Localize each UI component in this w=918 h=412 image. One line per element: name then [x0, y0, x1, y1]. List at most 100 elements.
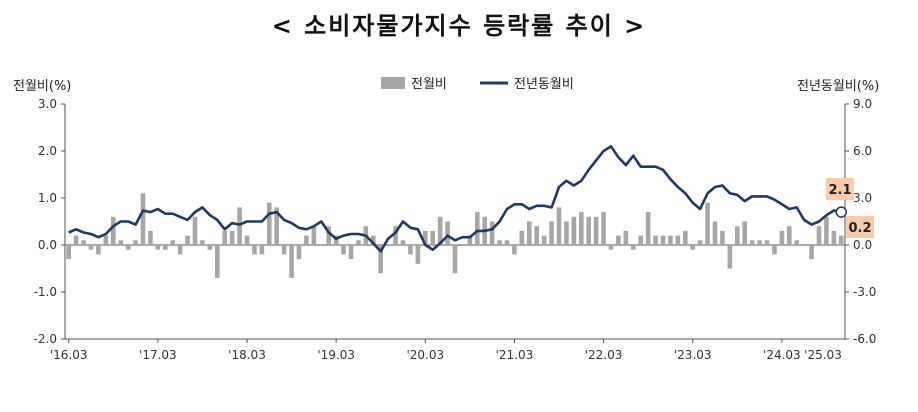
mom-bar	[333, 235, 339, 245]
mom-bar	[348, 245, 354, 260]
mom-bar	[155, 245, 161, 250]
mom-bar	[66, 245, 72, 260]
mom-bar	[422, 230, 428, 245]
mom-bar	[207, 245, 213, 250]
mom-bar	[378, 245, 384, 274]
latest-point-marker	[835, 206, 848, 218]
mom-bar	[668, 235, 673, 245]
chart-title: < 소비자물가지수 등락률 추이 >	[271, 12, 647, 40]
mom-bar	[742, 221, 748, 245]
mom-bar	[356, 240, 361, 245]
mom-bar	[259, 245, 265, 255]
mom-bar	[252, 245, 257, 255]
yoy-callout-label: 2.1	[828, 183, 851, 198]
legend-label-mom: 전월비	[411, 77, 447, 92]
mom-bar	[571, 216, 577, 245]
mom-bar	[497, 240, 502, 245]
mom-bar	[734, 226, 740, 245]
yoy-callout-box	[826, 178, 854, 200]
mom-bar	[118, 240, 124, 245]
x-tick-label: '18.03	[228, 348, 266, 362]
mom-bar	[103, 235, 109, 245]
mom-bar	[772, 245, 777, 255]
right-tick-label: 6.0	[853, 144, 872, 158]
mom-bar	[720, 230, 725, 245]
right-axis-title: 전년동월비(%)	[797, 79, 879, 94]
mom-bar	[690, 245, 696, 250]
mom-bar	[705, 202, 710, 245]
mom-bar	[415, 245, 421, 264]
left-tick-label: -2.0	[34, 332, 57, 346]
axes: 3.0 2.0 1.0 0.0 -1.0 -2.0 9.0 6.0 3.0 0.0 -3.0 -6.0…	[34, 97, 877, 362]
left-tick-label: 1.0	[38, 191, 57, 205]
mom-bar	[757, 240, 762, 245]
yoy-line-layer	[68, 145, 842, 253]
mom-callout-label: 0.2	[848, 221, 871, 236]
mom-bar	[697, 240, 703, 245]
right-tick-label: 9.0	[853, 97, 872, 111]
mom-bar	[630, 245, 636, 250]
right-tick-label: 3.0	[853, 191, 872, 205]
mom-bar	[311, 226, 317, 245]
mom-bar	[222, 230, 228, 245]
mom-bar	[200, 240, 205, 245]
mom-bar	[534, 226, 540, 245]
mom-bar	[125, 245, 131, 250]
mom-bar	[586, 216, 592, 245]
x-tick-label: '16.03	[50, 348, 88, 362]
mom-bar	[274, 207, 280, 245]
mom-bar	[437, 216, 443, 245]
mom-bar	[162, 245, 168, 250]
right-tick-label: 0.0	[853, 238, 872, 252]
mom-bar	[749, 240, 755, 245]
mom-bar	[289, 245, 294, 278]
right-tick-label: -3.0	[853, 285, 876, 299]
mom-bar	[794, 240, 800, 245]
mom-bar	[430, 230, 436, 245]
mom-bar	[140, 193, 146, 245]
mom-bar	[81, 240, 86, 245]
mom-bar	[170, 240, 176, 245]
mom-bars	[66, 193, 844, 278]
mom-bar	[764, 240, 770, 245]
mom-bar	[616, 235, 621, 245]
mom-bar	[712, 221, 718, 245]
mom-bar	[326, 226, 332, 245]
left-tick-label: 2.0	[38, 144, 57, 158]
mom-bar	[779, 230, 785, 245]
mom-bar	[393, 226, 398, 245]
mom-bar	[653, 235, 658, 245]
mom-bar	[370, 235, 376, 245]
mom-bar	[304, 235, 309, 245]
mom-bar	[133, 240, 138, 245]
callouts: 2.1 0.2	[826, 178, 874, 238]
mom-bar	[623, 230, 629, 245]
left-tick-label: -1.0	[34, 285, 57, 299]
mom-bar	[519, 230, 525, 245]
mom-bar	[408, 245, 413, 255]
mom-bar	[824, 216, 829, 245]
x-tick-label: '20.03	[406, 348, 444, 362]
mom-bar	[512, 245, 517, 255]
mom-bar	[88, 245, 94, 250]
mom-bar	[638, 235, 644, 245]
mom-bar	[541, 235, 547, 245]
mom-bar	[578, 212, 584, 245]
right-tick-label: -6.0	[853, 332, 876, 346]
mom-bar	[593, 216, 599, 245]
mom-bar	[244, 235, 250, 245]
mom-bar	[73, 235, 79, 245]
legend-swatch-mom	[381, 77, 405, 89]
mom-bar	[838, 235, 844, 245]
mom-bar	[556, 207, 562, 245]
mom-bar	[645, 212, 651, 245]
mom-callout-box	[846, 216, 874, 238]
mom-bar	[564, 221, 569, 245]
legend-label-yoy: 전년동월비	[514, 77, 574, 92]
mom-bar	[682, 230, 688, 245]
mom-bar	[281, 245, 287, 255]
mom-bar	[96, 245, 101, 255]
mom-bar	[727, 245, 733, 269]
mom-bar	[526, 221, 532, 245]
